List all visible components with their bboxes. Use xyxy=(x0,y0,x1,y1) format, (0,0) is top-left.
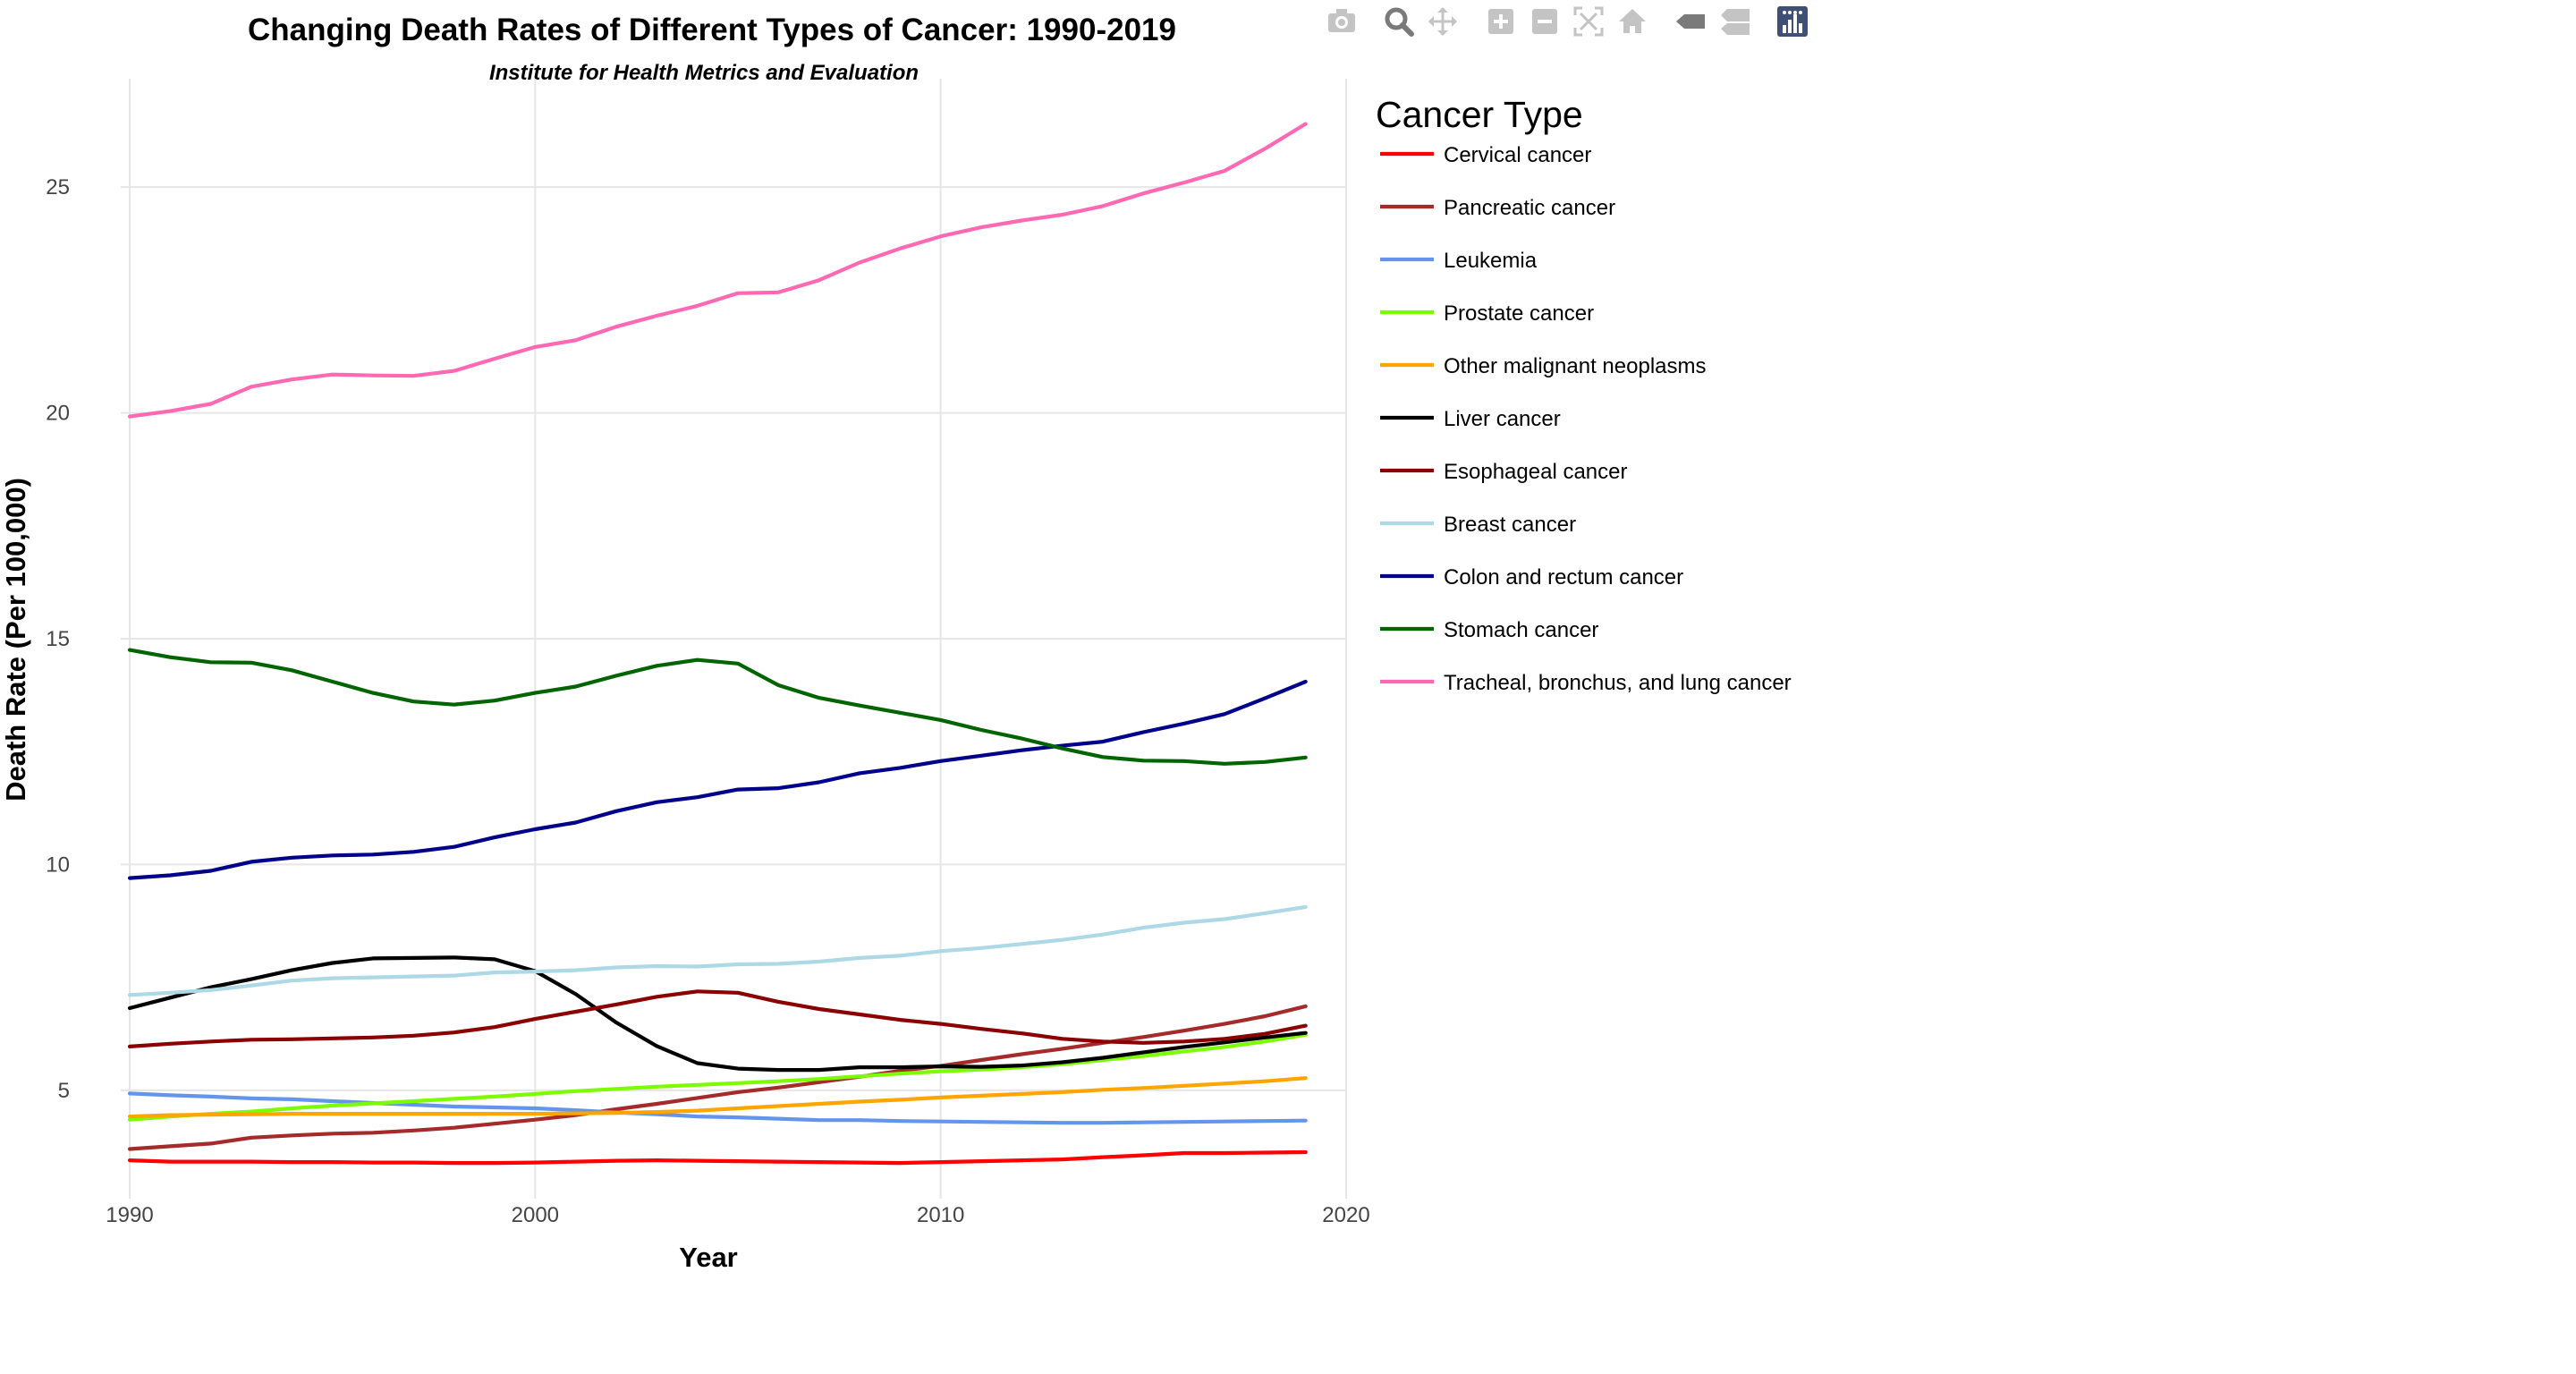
x-tick-label: 2020 xyxy=(1322,1203,1369,1227)
legend-item[interactable]: Leukemia xyxy=(1380,249,1538,273)
home-icon[interactable] xyxy=(1616,5,1648,38)
chart-title: Changing Death Rates of Different Types … xyxy=(248,13,1176,47)
y-tick-label: 5 xyxy=(58,1079,70,1103)
series-line-4 xyxy=(127,1032,1308,1122)
legend-item[interactable]: Tracheal, bronchus, and lung cancer xyxy=(1380,671,1792,695)
legend-label: Colon and rectum cancer xyxy=(1444,565,1683,589)
camera-icon[interactable] xyxy=(1326,5,1358,38)
x-tick-label: 2010 xyxy=(917,1203,964,1227)
y-tick-label: 20 xyxy=(46,402,70,426)
legend-item[interactable]: Other malignant neoplasms xyxy=(1380,354,1706,378)
legend-item[interactable]: Stomach cancer xyxy=(1380,618,1598,642)
legend-title: Cancer Type xyxy=(1376,94,1583,135)
legend-label: Breast cancer xyxy=(1444,513,1576,537)
zoom-in-icon[interactable] xyxy=(1485,5,1517,38)
legend-label: Liver cancer xyxy=(1444,407,1561,431)
series-line-1 xyxy=(127,1149,1308,1166)
series-line-5 xyxy=(127,1076,1308,1119)
legend-item[interactable]: Breast cancer xyxy=(1380,513,1576,537)
legend-item[interactable]: Esophageal cancer xyxy=(1380,460,1627,484)
autoscale-icon[interactable] xyxy=(1572,5,1605,38)
compare-hover-icon[interactable] xyxy=(1719,5,1751,38)
legend-label: Cervical cancer xyxy=(1444,143,1591,167)
pan-icon[interactable] xyxy=(1427,5,1459,38)
zoom-icon[interactable] xyxy=(1383,5,1415,38)
x-tick-label: 2000 xyxy=(512,1203,559,1227)
plotly-logo-icon[interactable] xyxy=(1776,5,1809,38)
y-tick-label: 10 xyxy=(46,852,70,877)
series-line-9 xyxy=(127,679,1308,880)
legend-item[interactable]: Liver cancer xyxy=(1380,407,1561,431)
grid-layer xyxy=(121,79,1347,1199)
legend-item[interactable]: Pancreatic cancer xyxy=(1380,196,1615,220)
x-tick-label: 1990 xyxy=(106,1203,153,1227)
x-axis-title: Year xyxy=(679,1242,738,1273)
series-line-10 xyxy=(127,648,1308,766)
legend-label: Other malignant neoplasms xyxy=(1444,354,1706,378)
legend-label: Prostate cancer xyxy=(1444,301,1594,326)
legend-item[interactable]: Colon and rectum cancer xyxy=(1380,565,1683,589)
series-line-7 xyxy=(127,989,1308,1048)
legend-label: Esophageal cancer xyxy=(1444,460,1627,484)
y-axis-title: Death Rate (Per 100,000) xyxy=(0,478,31,802)
series-layer xyxy=(127,122,1308,1166)
zoom-out-icon[interactable] xyxy=(1529,5,1561,38)
series-line-2 xyxy=(127,1004,1308,1151)
legend-item[interactable]: Prostate cancer xyxy=(1380,301,1594,326)
legend-label: Stomach cancer xyxy=(1444,618,1598,642)
modebar-toolbar xyxy=(1326,5,1809,38)
spike-lines-icon[interactable] xyxy=(1674,5,1707,38)
series-line-11 xyxy=(127,122,1308,419)
y-tick-label: 15 xyxy=(46,627,70,651)
legend-item[interactable]: Cervical cancer xyxy=(1380,143,1591,167)
chart-subtitle: Institute for Health Metrics and Evaluat… xyxy=(489,61,919,85)
legend: Cancer Type Cervical cancer Pancreatic ca… xyxy=(1376,94,1792,695)
y-tick-label: 25 xyxy=(46,175,70,199)
series-line-3 xyxy=(127,1091,1308,1125)
legend-label: Pancreatic cancer xyxy=(1444,196,1615,220)
tick-layer: 1990 2000 2010 2020 5 10 15 20 25 xyxy=(46,175,1369,1227)
series-line-8 xyxy=(127,904,1308,997)
legend-label: Leukemia xyxy=(1444,249,1538,273)
series-line-6 xyxy=(127,955,1308,1073)
legend-label: Tracheal, bronchus, and lung cancer xyxy=(1444,671,1792,695)
